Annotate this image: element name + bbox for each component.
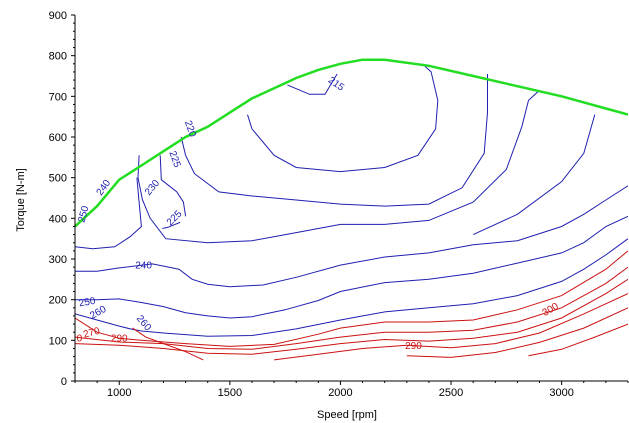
y-tick-label: 200 <box>49 295 67 307</box>
contour-line-230 <box>472 114 596 236</box>
contour-line-310 <box>406 307 628 358</box>
contour-label: 300 <box>541 301 561 319</box>
contour-line-225 <box>162 221 181 229</box>
y-tick-label: 600 <box>49 132 67 144</box>
contour-line-240 <box>75 177 142 250</box>
y-tick-label: 500 <box>49 173 67 185</box>
contour-line-320 <box>528 323 628 357</box>
contour-line-270 <box>75 250 628 347</box>
x-tick-label: 1500 <box>218 387 242 399</box>
y-tick-label: 300 <box>49 254 67 266</box>
contour-line-280 <box>75 266 628 350</box>
contour-line-215 <box>287 73 338 95</box>
x-axis-label: Speed [rpm] <box>317 409 377 421</box>
max-torque-curve <box>75 58 628 228</box>
contour-label: 290 <box>111 333 128 344</box>
contour-label: 215 <box>326 75 346 94</box>
y-tick-label: 400 <box>49 213 67 225</box>
contour-label: 225 <box>166 150 182 170</box>
axes: 1000 1500 2000 2500 300001002003004005006007… <box>49 10 629 399</box>
contour-line-220 <box>180 74 488 207</box>
contour-line-300 <box>274 293 628 361</box>
y-tick-label: 100 <box>49 335 67 347</box>
contour-line-260 <box>75 238 628 337</box>
contour-line-290 <box>75 278 628 355</box>
contour-line-225 <box>137 89 540 244</box>
contour-label: 290 <box>405 341 422 352</box>
contour-label: 220 <box>182 119 198 139</box>
contour-line-225 <box>159 155 187 217</box>
contour-line-250 <box>75 215 628 319</box>
contour-label: 270 <box>82 326 101 341</box>
x-tick-label: 2000 <box>328 387 352 399</box>
x-tick-label: 1000 <box>107 387 131 399</box>
y-tick-label: 900 <box>49 10 67 22</box>
contour-label: 230 <box>143 178 162 198</box>
contour-line-240 <box>75 185 628 288</box>
contour-label: 250 <box>78 296 97 310</box>
x-tick-label: 2500 <box>439 387 463 399</box>
y-tick-label: 0 <box>61 376 67 388</box>
y-axis-label: Torque [N-m] <box>15 168 27 232</box>
contour-label: 240 <box>135 261 152 272</box>
x-tick-label: 3000 <box>549 387 573 399</box>
contour-line-215 <box>247 63 439 173</box>
y-tick-label: 700 <box>49 91 67 103</box>
contour-label: 250 <box>77 204 92 223</box>
contour-label: 225 <box>165 208 185 228</box>
contour-label: 0 <box>77 333 83 344</box>
y-tick-label: 800 <box>49 51 67 63</box>
contour-label: 240 <box>95 178 114 198</box>
contour-line-290 <box>132 327 204 361</box>
